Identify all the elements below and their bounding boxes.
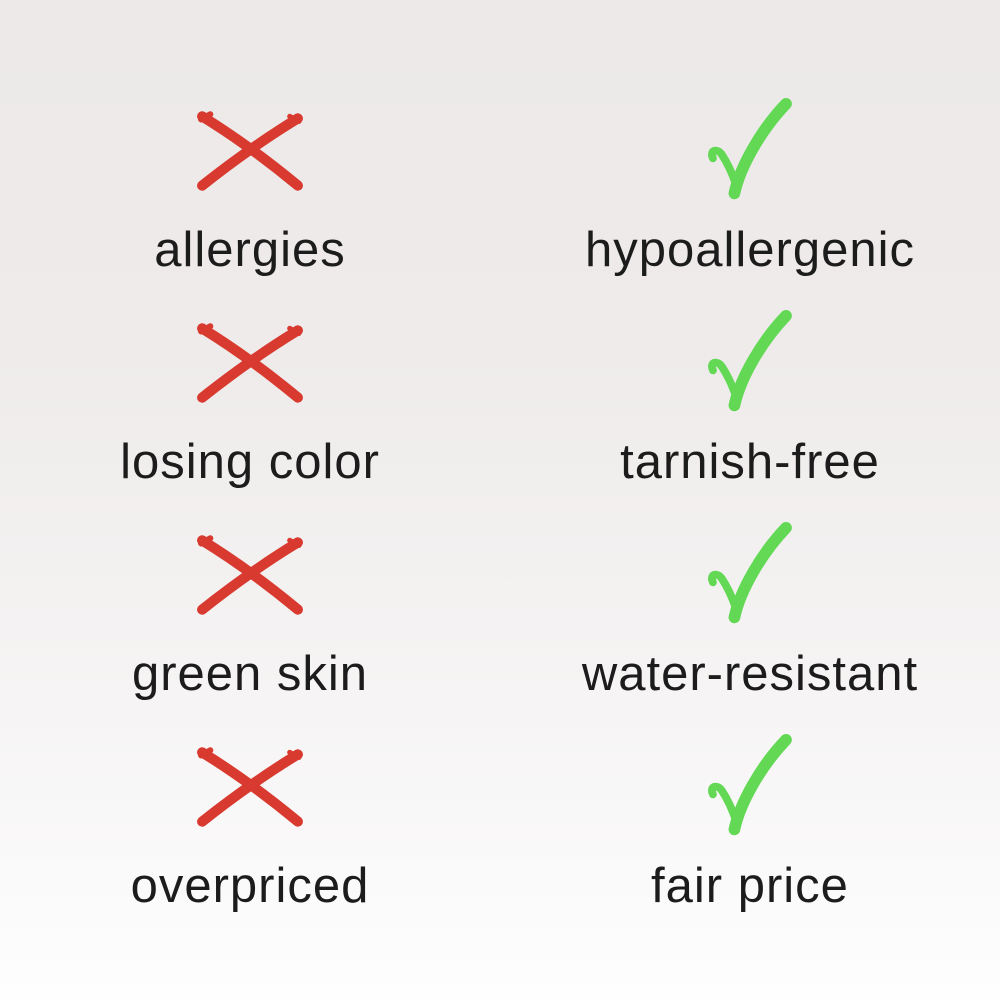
- con-label: overpriced: [130, 859, 370, 914]
- pro-item: fair price: [500, 708, 1000, 920]
- con-item: allergies: [0, 72, 500, 284]
- con-label: green skin: [131, 647, 369, 702]
- cross-icon: [194, 322, 306, 406]
- pro-label: hypoallergenic: [585, 223, 915, 278]
- pro-item: tarnish-free: [500, 284, 1000, 496]
- cross-icon: [194, 746, 306, 830]
- pro-label: water-resistant: [581, 647, 919, 702]
- check-icon: [701, 96, 799, 208]
- con-item: losing color: [0, 284, 500, 496]
- comparison-grid: allergies hypoallergenic losing color ta…: [0, 0, 1000, 920]
- pro-item: hypoallergenic: [500, 72, 1000, 284]
- check-icon: [701, 732, 799, 844]
- con-item: overpriced: [0, 708, 500, 920]
- check-icon: [701, 520, 799, 632]
- pro-label: fair price: [651, 859, 849, 914]
- cross-icon: [194, 534, 306, 618]
- con-label: losing color: [120, 435, 380, 490]
- cross-icon: [194, 110, 306, 194]
- pro-item: water-resistant: [500, 496, 1000, 708]
- con-label: allergies: [154, 223, 346, 278]
- con-item: green skin: [0, 496, 500, 708]
- pro-label: tarnish-free: [620, 435, 880, 490]
- check-icon: [701, 308, 799, 420]
